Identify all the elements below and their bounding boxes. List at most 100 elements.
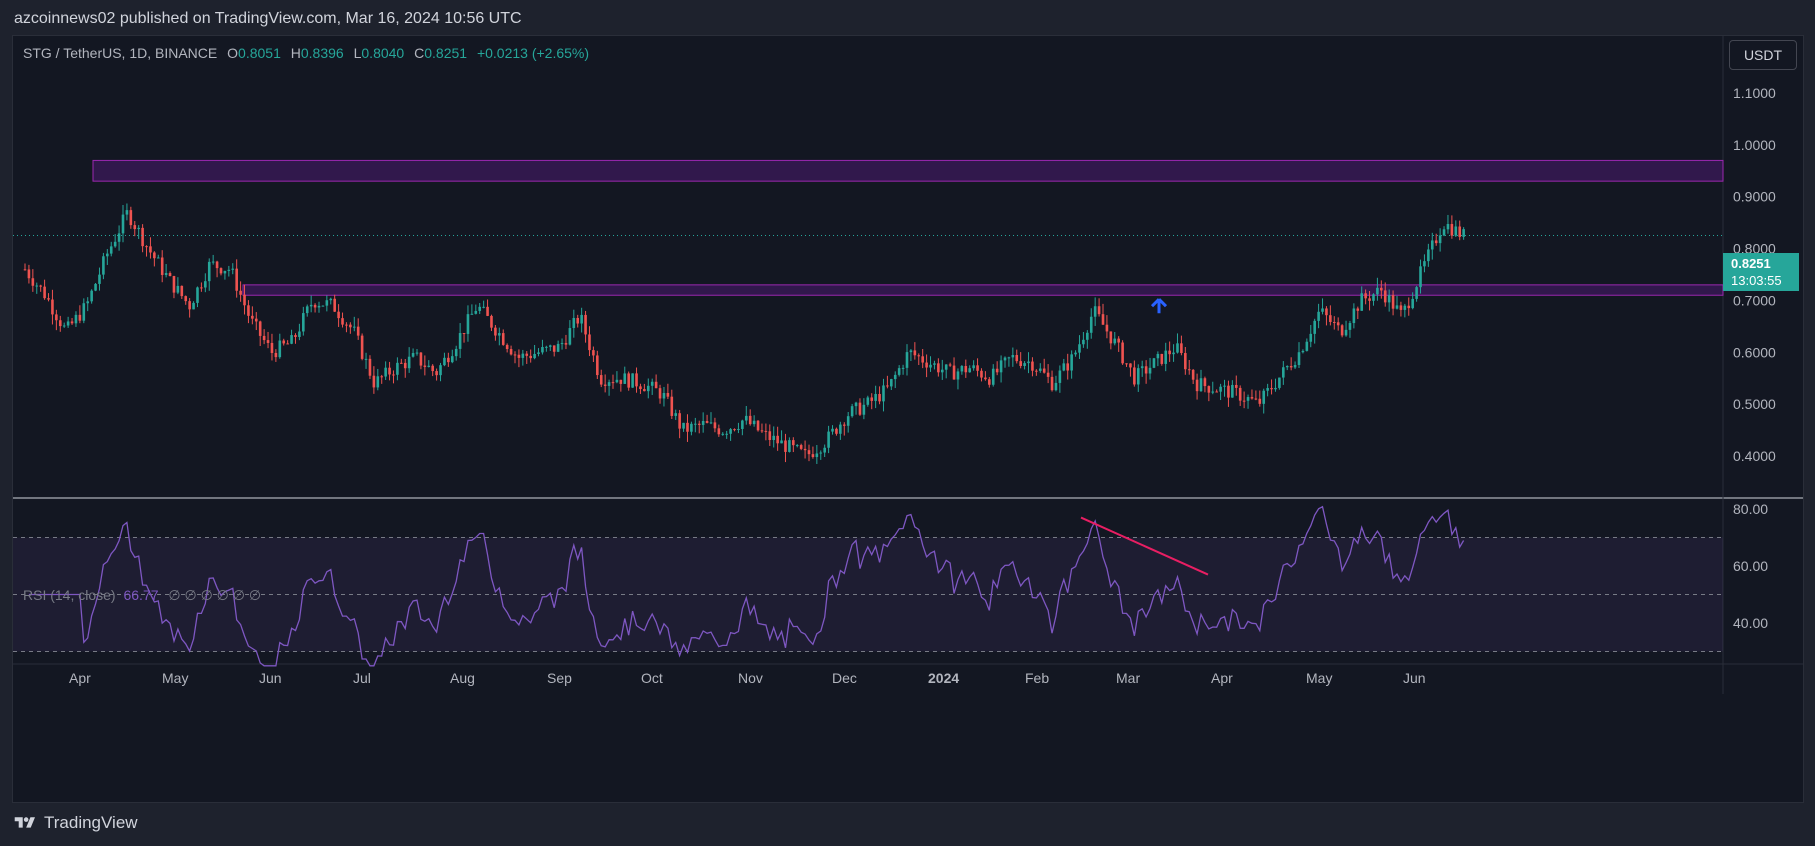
candle-body [1297, 352, 1301, 365]
candle-body [160, 257, 164, 275]
candle-body [494, 327, 497, 336]
candle-body [43, 286, 46, 299]
chart-container[interactable]: 1.1000 1.0000 0.9000 0.8000 0.7000 0.6000 0.50… [12, 35, 1804, 803]
candle-body [635, 373, 638, 387]
candle-body [1136, 368, 1140, 385]
candle-body [537, 352, 540, 354]
candle-body [1046, 372, 1050, 377]
candle-body [243, 294, 246, 306]
candle-body [650, 381, 654, 386]
candle-body [1415, 287, 1418, 299]
candle-body [682, 422, 685, 429]
candle-body [1391, 295, 1395, 309]
open-label: O [227, 45, 239, 61]
time-axis-label: Jul [353, 670, 371, 686]
candle-body [317, 305, 321, 308]
tradingview-footer[interactable]: TradingView [12, 813, 138, 833]
candle-body [991, 368, 995, 385]
candle-body [768, 431, 772, 441]
candle-body [1086, 332, 1089, 340]
candle-body [1219, 386, 1222, 392]
candle-body [623, 373, 627, 384]
candle-body [858, 402, 862, 415]
tradingview-brand: TradingView [44, 813, 138, 832]
candle-body [831, 428, 834, 432]
chart-background [13, 36, 1803, 802]
price-axis-tick: 0.7000 [1733, 292, 1776, 308]
rsi-legend[interactable]: RSI (14, close) 66.77 ∅ ∅ ∅ ∅ ∅ ∅ [23, 587, 261, 604]
candle-body [1321, 308, 1324, 312]
time-axis-label: Sep [547, 670, 572, 686]
candle-body [905, 352, 909, 368]
candle-body [109, 246, 113, 254]
rsi-axis-tick: 40.00 [1733, 615, 1768, 631]
candle-body [106, 253, 109, 257]
candle-body [729, 429, 732, 434]
time-axis-label: May [162, 670, 188, 686]
candle-body [258, 321, 262, 336]
candle-body [846, 416, 850, 426]
candle-body [117, 233, 121, 242]
currency-button[interactable]: USDT [1729, 40, 1797, 70]
candle-body [302, 313, 305, 332]
candle-body [188, 301, 191, 310]
candle-body [1380, 287, 1383, 291]
time-axis-label: Dec [832, 670, 857, 686]
candle-body [286, 343, 289, 345]
candle-body [1027, 361, 1030, 364]
candle-body [1133, 367, 1136, 385]
candle-body [55, 314, 58, 321]
candle-body [548, 345, 552, 347]
candle-body [407, 356, 411, 369]
candle-body [709, 422, 713, 424]
candle-body [102, 256, 105, 275]
candle-body [827, 431, 830, 448]
candle-body [1427, 249, 1430, 262]
candle-body [251, 315, 254, 319]
candle-body [1156, 353, 1160, 359]
candle-body [815, 453, 819, 458]
candle-body [674, 413, 678, 416]
candle-body [98, 274, 101, 284]
candle-body [1015, 355, 1019, 362]
candle-body [795, 445, 799, 447]
candle-body [1148, 367, 1152, 374]
candle-body [592, 350, 595, 356]
candle-body [1356, 308, 1360, 311]
symbol-label[interactable]: STG / TetherUS, 1D, BINANCE [23, 45, 218, 61]
candle-body [141, 227, 144, 247]
candle-body [1262, 390, 1266, 404]
candle-body [254, 318, 258, 322]
candle-body [1160, 353, 1164, 364]
price-axis-tick: 0.5000 [1733, 396, 1776, 412]
candle-body [615, 379, 619, 383]
candle-body [1164, 350, 1168, 364]
candle-body [1383, 290, 1387, 303]
candle-body [415, 352, 419, 354]
candle-body [1203, 378, 1207, 387]
candle-body [580, 314, 583, 324]
candle-body [1438, 235, 1442, 244]
candle-body [686, 422, 689, 432]
candle-body [23, 269, 27, 271]
candle-body [1376, 287, 1379, 295]
chart-canvas[interactable]: 1.1000 1.0000 0.9000 0.8000 0.7000 0.6000 0.50… [13, 36, 1804, 803]
candle-body [1117, 338, 1120, 343]
candle-body [368, 358, 372, 376]
candle-body [1231, 384, 1234, 398]
candle-body [31, 278, 35, 286]
candle-body [799, 445, 803, 449]
candle-body [1176, 343, 1179, 353]
candle-body [517, 354, 521, 358]
candle-body [498, 333, 501, 336]
candle-body [705, 421, 709, 423]
candle-body [1411, 298, 1414, 309]
candle-body [1215, 391, 1218, 393]
candle-body [298, 331, 301, 337]
price-axis-tick: 0.4000 [1733, 448, 1776, 464]
candle-body [458, 333, 462, 349]
candle-body [960, 366, 964, 372]
price-axis-tick: 1.0000 [1733, 137, 1776, 153]
candle-body [964, 366, 968, 373]
candle-body [1082, 339, 1085, 345]
